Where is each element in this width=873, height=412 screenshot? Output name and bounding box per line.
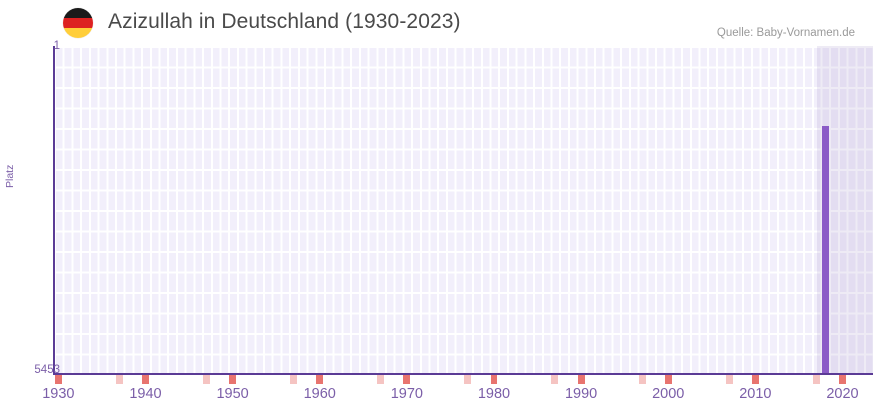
- x-tick-1980: 1980: [477, 386, 511, 402]
- axis-marker-1937: [115, 375, 123, 384]
- axis-marker-1987: [551, 375, 559, 384]
- grid-vertical-lines: [54, 46, 873, 374]
- x-tick-2010: 2010: [739, 386, 772, 402]
- x-tick-1930: 1930: [42, 386, 75, 402]
- page-title: Azizullah in Deutschland (1930-2023): [108, 10, 461, 33]
- axis-marker-1930: [54, 375, 62, 384]
- y-axis-line: [53, 46, 55, 375]
- x-axis-marker-strip: [54, 375, 873, 384]
- plot-area: [54, 46, 873, 374]
- german-flag-icon: [63, 8, 93, 38]
- axis-marker-1960: [316, 375, 324, 384]
- x-tick-1970: 1970: [390, 386, 423, 402]
- flag-band-red: [63, 18, 93, 28]
- axis-marker-1967: [377, 375, 385, 384]
- axis-marker-1950: [229, 375, 237, 384]
- bar-2018[interactable]: [821, 125, 829, 374]
- axis-marker-2020: [839, 375, 846, 384]
- chart-header: Azizullah in Deutschland (1930-2023) Que…: [0, 0, 873, 45]
- x-tick-1950: 1950: [216, 386, 249, 402]
- axis-marker-1980: [490, 375, 498, 384]
- source-attribution: Quelle: Baby-Vornamen.de: [716, 27, 855, 39]
- axis-marker-1990: [577, 375, 585, 384]
- x-tick-1990: 1990: [564, 386, 598, 402]
- axis-marker-2010: [751, 375, 759, 384]
- axis-marker-1947: [202, 375, 210, 384]
- flag-band-black: [63, 8, 93, 18]
- flag-band-gold: [63, 28, 93, 38]
- y-axis-title: Platz: [4, 164, 16, 188]
- axis-marker-1997: [638, 375, 646, 384]
- x-axis-line: [54, 373, 873, 375]
- axis-marker-1957: [290, 375, 298, 384]
- axis-marker-1977: [464, 375, 472, 384]
- axis-marker-2017: [812, 375, 820, 384]
- y-axis-tick-bottom: 5453: [34, 364, 60, 376]
- x-tick-2000: 2000: [652, 386, 685, 402]
- axis-marker-2007: [725, 375, 733, 384]
- x-tick-1960: 1960: [303, 386, 336, 402]
- axis-marker-1940: [141, 375, 149, 384]
- x-tick-1940: 1940: [129, 386, 162, 402]
- axis-marker-1970: [403, 375, 411, 384]
- axis-marker-2000: [664, 375, 672, 384]
- y-axis-tick-top: 1: [53, 40, 60, 52]
- x-tick-2020: 2020: [826, 386, 859, 402]
- grid-horizontal-lines: [54, 46, 873, 374]
